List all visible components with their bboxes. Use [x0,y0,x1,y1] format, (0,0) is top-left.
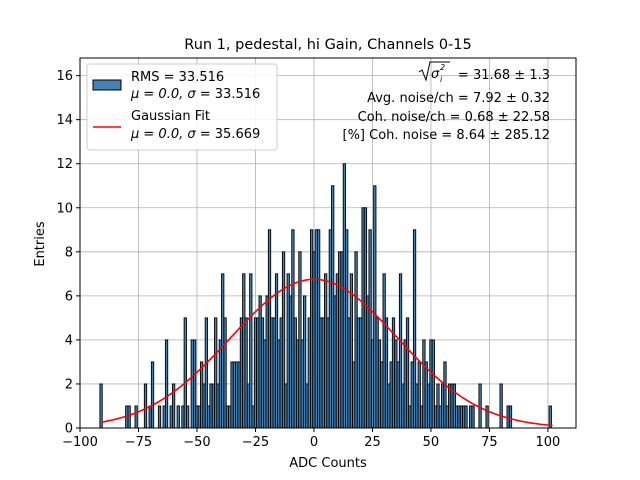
axes-frame [79,57,577,429]
legend-box [86,63,278,151]
legend-fit-line2: μ = 0.0, σ = 35.669 [130,127,260,142]
y-tick-label: 8 [65,245,73,260]
histogram-bar [499,383,503,429]
histogram-bars [99,163,552,429]
histogram-bar [478,383,482,429]
avg-noise-annotation: Avg. noise/ch = 7.92 ± 0.32 [367,91,550,106]
sqrt-symbol [418,61,450,82]
y-axis-label: Entries [33,221,48,267]
y-tick-label: 0 [65,422,73,437]
x-tick-label: 50 [423,435,440,450]
sqrt-sigma-annotation: σ 2 i = 31.68 ± 1.3 [418,61,550,84]
legend-histogram-line2-post: = 33.516 [196,87,261,102]
x-axis-label: ADC Counts [289,456,367,471]
y-tick-label: 2 [65,377,73,392]
legend-fit-line2-pre: μ = 0.0, [130,127,187,142]
x-tick-label: 0 [310,435,318,450]
sqrt-sigma-subscript: i [440,75,443,84]
x-tick-label: −75 [125,435,152,450]
legend-histogram-line2: μ = 0.0, σ = 33.516 [130,87,260,102]
y-tick-label: 4 [65,333,73,348]
legend-fit-line1: Gaussian Fit [131,109,210,124]
legend-histogram-line2-pre: μ = 0.0, [130,87,187,102]
x-tick-label: −50 [183,435,210,450]
coh-noise-percent-annotation: [%] Coh. noise = 8.64 ± 285.12 [343,128,551,143]
noise-annotations: σ 2 i = 31.68 ± 1.3 Avg. noise/ch = 7.92… [343,61,551,143]
legend-histogram-swatch [92,79,122,91]
x-tick-label: 25 [364,435,381,450]
gaussian-fit-line [100,278,553,427]
histogram-bar [176,405,180,429]
sqrt-sigma-value: = 31.68 ± 1.3 [458,68,550,83]
histogram-bar [464,405,468,429]
x-axis-ticks: −100 −75 −50 −25 0 25 50 75 100 [62,428,560,450]
histogram-bar [157,405,162,429]
gaussian-fit-curve [100,278,553,427]
histogram-bar [249,273,253,429]
histogram-bar [164,339,169,429]
y-tick-label: 12 [56,157,73,172]
x-tick-label: 75 [481,435,498,450]
histogram-bar [485,405,489,429]
y-axis-ticks: 0 2 4 6 8 10 12 14 16 [56,69,80,437]
legend-fit-line2-post: = 35.669 [196,127,261,142]
histogram-bar [471,405,475,429]
histogram-bar [186,405,190,429]
legend-histogram-line1: RMS = 33.516 [131,70,224,85]
y-tick-label: 10 [56,201,73,216]
histogram-bar [508,405,513,429]
legend-fit-sigma: σ [187,127,196,142]
legend-histogram-sigma: σ [187,87,196,102]
histogram-bar [150,361,155,429]
x-tick-label: −100 [62,435,98,450]
y-tick-label: 6 [65,289,73,304]
coh-noise-annotation: Coh. noise/ch = 0.68 ± 22.58 [358,110,550,125]
y-tick-label: 16 [56,69,73,84]
y-tick-label: 14 [56,113,73,128]
histogram-bar [143,383,148,429]
legend: RMS = 33.516 μ = 0.0, σ = 33.516 Gaussia… [86,63,278,151]
sqrt-sigma-symbol: σ [431,67,440,82]
x-tick-label: −25 [242,435,269,450]
chart-title: Run 1, pedestal, hi Gain, Channels 0-15 [184,37,471,53]
plot-frame [79,57,577,429]
x-tick-label: 100 [536,435,561,450]
histogram-bar [127,405,131,429]
histogram-bar [134,405,138,429]
sqrt-sigma-superscript: 2 [440,63,445,72]
